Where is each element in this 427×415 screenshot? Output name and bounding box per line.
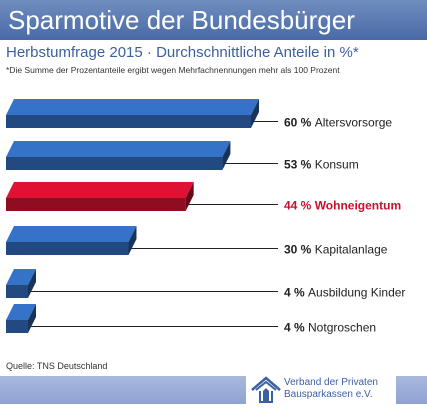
- bar-wohneigentum: [6, 182, 194, 211]
- chart-subtitle: Herbstumfrage 2015 · Durchschnittliche A…: [6, 44, 359, 61]
- category-label-ausbildung-kinder: Ausbildung Kinder: [308, 286, 405, 300]
- value-label-notgroschen: 4 %: [284, 321, 308, 335]
- value-label-altersvorsorge: 60 %: [284, 116, 315, 130]
- value-label-wohneigentum: 44 %: [284, 199, 315, 213]
- category-label-notgroschen: Notgroschen: [308, 321, 376, 335]
- org-logo: Verband der Privaten Bausparkassen e.V.: [246, 374, 396, 406]
- bar-top-kapitalanlage: [6, 226, 137, 242]
- bar-top-ausbildung-kinder: [6, 269, 36, 285]
- bar-end-kapitalanlage: [128, 226, 137, 255]
- bar-konsum: [6, 141, 231, 170]
- bar-top-wohneigentum: [6, 182, 194, 198]
- bar-top-altersvorsorge: [6, 99, 259, 115]
- category-label-altersvorsorge: Altersvorsorge: [315, 116, 393, 130]
- bar-end-notgroschen: [28, 304, 36, 333]
- bar-end-konsum: [222, 141, 231, 170]
- bar-front-ausbildung-kinder: [6, 285, 28, 298]
- source-note: Quelle: TNS Deutschland: [6, 361, 108, 371]
- title-band: Sparmotive der Bundesbürger: [0, 0, 427, 40]
- bar-front-kapitalanlage: [6, 242, 129, 255]
- bar-chart: 60 % Altersvorsorge 53 % Konsum 44 % Wohne…: [6, 99, 405, 335]
- chart-title: Sparmotive der Bundesbürger: [8, 5, 355, 35]
- bar-front-altersvorsorge: [6, 115, 251, 128]
- label-notgroschen: 4 % Notgroschen: [284, 321, 376, 335]
- bar-altersvorsorge: [6, 99, 259, 128]
- category-label-wohneigentum: Wohneigentum: [315, 199, 401, 213]
- bar-kapitalanlage: [6, 226, 137, 255]
- label-konsum: 53 % Konsum: [284, 158, 359, 172]
- bar-front-wohneigentum: [6, 198, 186, 211]
- category-label-konsum: Konsum: [315, 158, 359, 172]
- label-ausbildung-kinder: 4 % Ausbildung Kinder: [284, 286, 405, 300]
- house-icon: [251, 376, 281, 403]
- bar-top-notgroschen: [6, 304, 36, 320]
- footnote: *Die Summe der Prozentanteile ergibt weg…: [6, 65, 340, 75]
- bar-end-altersvorsorge: [251, 99, 259, 128]
- bar-front-konsum: [6, 157, 223, 170]
- category-label-kapitalanlage: Kapitalanlage: [315, 243, 388, 257]
- bar-notgroschen: [6, 304, 36, 333]
- value-label-ausbildung-kinder: 4 %: [284, 286, 308, 300]
- label-altersvorsorge: 60 % Altersvorsorge: [284, 116, 392, 130]
- org-name-line2: Bausparkassen e.V.: [284, 389, 373, 400]
- value-label-konsum: 53 %: [284, 158, 315, 172]
- bar-end-wohneigentum: [185, 182, 194, 211]
- org-name-line1: Verband der Privaten: [284, 377, 378, 388]
- value-label-kapitalanlage: 30 %: [284, 243, 315, 257]
- bar-top-konsum: [6, 141, 231, 157]
- label-kapitalanlage: 30 % Kapitalanlage: [284, 243, 388, 257]
- bar-ausbildung-kinder: [6, 269, 36, 298]
- bar-end-ausbildung-kinder: [28, 269, 36, 298]
- org-name: Verband der Privaten Bausparkassen e.V.: [284, 377, 378, 401]
- bar-front-notgroschen: [6, 320, 28, 333]
- label-wohneigentum: 44 % Wohneigentum: [284, 199, 401, 213]
